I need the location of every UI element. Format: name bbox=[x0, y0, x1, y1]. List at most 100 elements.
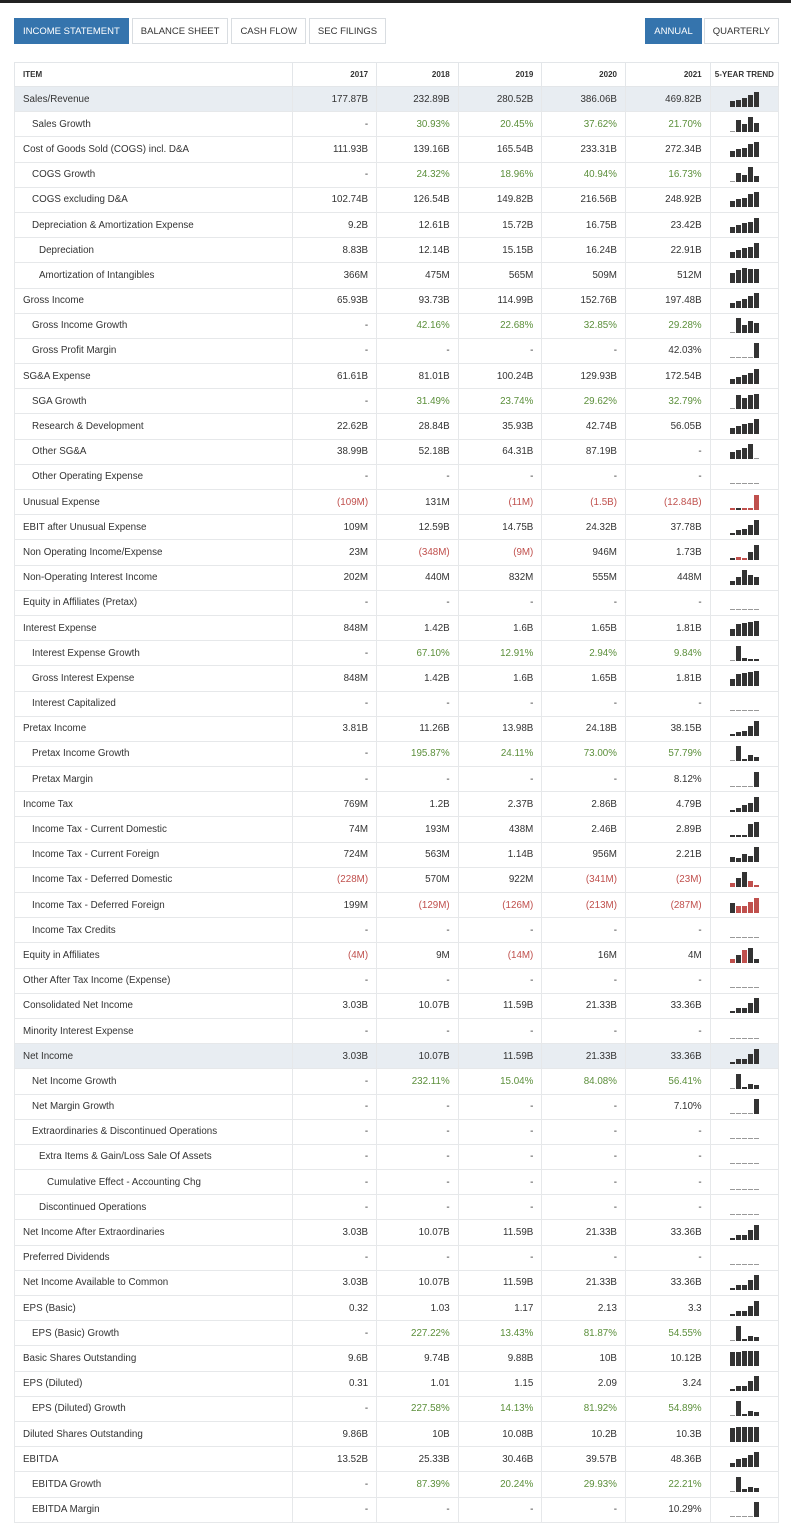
cell-value: 29.28% bbox=[624, 312, 711, 339]
column-header[interactable]: 5-YEAR TREND bbox=[709, 62, 780, 87]
column-header[interactable]: ITEM bbox=[13, 62, 294, 87]
row-label: Gross Income bbox=[13, 287, 294, 314]
column-header[interactable]: 2019 bbox=[457, 62, 543, 87]
trend-sparkline bbox=[729, 1275, 759, 1291]
trend-bar bbox=[741, 1338, 747, 1341]
cell-value: 10B bbox=[376, 1420, 459, 1448]
cell-value: 12.59B bbox=[376, 514, 459, 541]
trend-bar bbox=[741, 1310, 747, 1316]
cell-value: 2.09 bbox=[541, 1370, 626, 1397]
cell-value: 1.17 bbox=[457, 1294, 543, 1322]
trend-sparkline bbox=[729, 444, 759, 460]
cell-value: 16.75B bbox=[541, 211, 626, 239]
period-toggle: ANNUAL QUARTERLY bbox=[645, 18, 779, 44]
cell-value: - bbox=[457, 1244, 543, 1271]
cell-value: - bbox=[292, 1118, 378, 1145]
period-quarterly[interactable]: QUARTERLY bbox=[703, 18, 779, 44]
cell-value: - bbox=[541, 1496, 626, 1523]
row-label: Unusual Expense bbox=[13, 488, 294, 516]
trend-bar bbox=[747, 357, 753, 359]
cell-value: 555M bbox=[541, 564, 626, 591]
cell-value: - bbox=[624, 917, 711, 944]
trend-bar bbox=[753, 847, 759, 863]
trend-bar bbox=[741, 198, 747, 208]
trend-bar bbox=[729, 1462, 735, 1467]
cell-value: 33.36B bbox=[624, 1269, 711, 1297]
trend-bar bbox=[729, 1516, 735, 1518]
cell-value: 20.24% bbox=[457, 1471, 543, 1498]
cell-value: 10.2B bbox=[541, 1420, 626, 1448]
trend-bar bbox=[729, 181, 735, 183]
table-row: Cost of Goods Sold (COGS) incl. D&A 111.9… bbox=[13, 136, 780, 163]
trend-cell bbox=[709, 816, 780, 843]
cell-value: 11.26B bbox=[376, 715, 459, 742]
trend-bar bbox=[747, 394, 753, 409]
row-label: Other After Tax Income (Expense) bbox=[13, 967, 294, 994]
period-annual[interactable]: ANNUAL bbox=[645, 18, 702, 44]
cell-value: 832M bbox=[457, 564, 543, 591]
column-header[interactable]: 2017 bbox=[292, 62, 378, 87]
trend-bar bbox=[747, 94, 753, 107]
column-header[interactable]: 2020 bbox=[541, 62, 626, 87]
table-row: Other Operating Expense - - - - - bbox=[13, 463, 780, 491]
trend-bar bbox=[729, 734, 735, 737]
trend-bar bbox=[747, 507, 753, 510]
tab-sec-filings[interactable]: SEC FILINGS bbox=[308, 18, 387, 44]
cell-value: 149.82B bbox=[457, 186, 543, 213]
cell-value: - bbox=[376, 463, 459, 491]
trend-bar bbox=[741, 247, 747, 258]
trend-bar bbox=[753, 368, 759, 384]
trend-cell bbox=[709, 438, 780, 465]
tab-balance-sheet[interactable]: BALANCE SHEET bbox=[131, 18, 229, 44]
column-header[interactable]: 2021 bbox=[624, 62, 711, 87]
trend-bar bbox=[735, 426, 741, 435]
cell-value: (129M) bbox=[376, 891, 459, 919]
cell-value: 8.83B bbox=[292, 237, 378, 264]
cell-value: 1.14B bbox=[457, 841, 543, 868]
trend-bar bbox=[735, 1188, 741, 1190]
trend-bar bbox=[735, 673, 741, 686]
cell-value: 10.07B bbox=[376, 992, 459, 1019]
trend-sparkline bbox=[729, 368, 759, 384]
cell-value: - bbox=[624, 967, 711, 994]
cell-value: 956M bbox=[541, 841, 626, 868]
trend-bar bbox=[753, 796, 759, 812]
tab-income-statement[interactable]: INCOME STATEMENT bbox=[14, 18, 129, 44]
cell-value: - bbox=[292, 388, 378, 415]
trend-bar bbox=[753, 268, 759, 283]
cell-value: 922M bbox=[457, 866, 543, 894]
cell-value: - bbox=[624, 438, 711, 465]
trend-sparkline bbox=[729, 91, 759, 107]
row-label: Income Tax - Deferred Domestic bbox=[13, 866, 294, 894]
trend-cell bbox=[709, 287, 780, 314]
trend-cell bbox=[709, 1194, 780, 1221]
cell-value: 15.04% bbox=[457, 1068, 543, 1095]
trend-bar bbox=[741, 657, 747, 661]
cell-value: - bbox=[541, 463, 626, 491]
row-label: Interest Expense bbox=[13, 614, 294, 642]
trend-bar bbox=[741, 483, 747, 485]
column-header[interactable]: 2018 bbox=[376, 62, 459, 87]
cell-value: 565M bbox=[457, 262, 543, 289]
trend-bar bbox=[729, 987, 735, 989]
table-row: Income Tax Credits - - - - - bbox=[13, 917, 780, 944]
cell-value: 9.2B bbox=[292, 211, 378, 239]
trend-sparkline bbox=[729, 544, 759, 560]
cell-value: 469.82B bbox=[624, 85, 711, 113]
trend-bar bbox=[735, 483, 741, 485]
cell-value: - bbox=[292, 337, 378, 365]
trend-sparkline bbox=[729, 1024, 759, 1039]
trend-bar bbox=[753, 1084, 759, 1089]
tab-cash-flow[interactable]: CASH FLOW bbox=[231, 18, 306, 44]
cell-value: 12.91% bbox=[457, 640, 543, 667]
trend-bar bbox=[735, 1386, 741, 1392]
row-label: Research & Development bbox=[13, 413, 294, 440]
row-label: Amortization of Intangibles bbox=[13, 262, 294, 289]
trend-bar bbox=[735, 357, 741, 359]
trend-bar bbox=[735, 1351, 741, 1366]
cell-value: 3.81B bbox=[292, 715, 378, 742]
cell-value: - bbox=[376, 1194, 459, 1221]
cell-value: 216.56B bbox=[541, 186, 626, 213]
trend-cell bbox=[709, 136, 780, 163]
trend-sparkline bbox=[729, 872, 759, 888]
